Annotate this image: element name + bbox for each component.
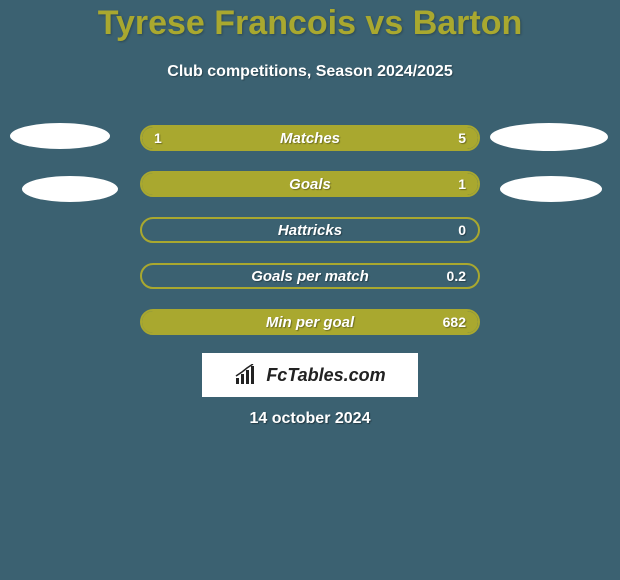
subtitle: Club competitions, Season 2024/2025 — [0, 63, 620, 81]
bar-chart-icon — [234, 364, 260, 386]
stat-value-right: 0 — [458, 219, 466, 241]
stat-label: Matches — [142, 127, 478, 149]
stat-value-right: 682 — [443, 311, 466, 333]
stat-value-left: 1 — [154, 127, 162, 149]
stat-label: Min per goal — [142, 311, 478, 333]
page-title: Tyrese Francois vs Barton — [0, 0, 620, 43]
stat-row: Goals per match0.2 — [140, 263, 480, 289]
stat-row: Hattricks0 — [140, 217, 480, 243]
date-line: 14 october 2024 — [0, 410, 620, 428]
decorative-ellipse — [10, 123, 110, 149]
stat-row: Min per goal682 — [140, 309, 480, 335]
stat-label: Hattricks — [142, 219, 478, 241]
decorative-ellipse — [490, 123, 608, 151]
stat-row: Goals1 — [140, 171, 480, 197]
brand-text: FcTables.com — [266, 365, 385, 386]
stat-value-right: 1 — [458, 173, 466, 195]
brand-box: FcTables.com — [202, 353, 418, 397]
stat-row: Matches1 5 — [140, 125, 480, 151]
stat-value-right: 5 — [458, 127, 466, 149]
decorative-ellipse — [500, 176, 602, 202]
stat-label: Goals per match — [142, 265, 478, 287]
stat-label: Goals — [142, 173, 478, 195]
stat-value-right: 0.2 — [447, 265, 466, 287]
decorative-ellipse — [22, 176, 118, 202]
stats-container: Matches15Goals1Hattricks0Goals per match… — [140, 125, 480, 355]
